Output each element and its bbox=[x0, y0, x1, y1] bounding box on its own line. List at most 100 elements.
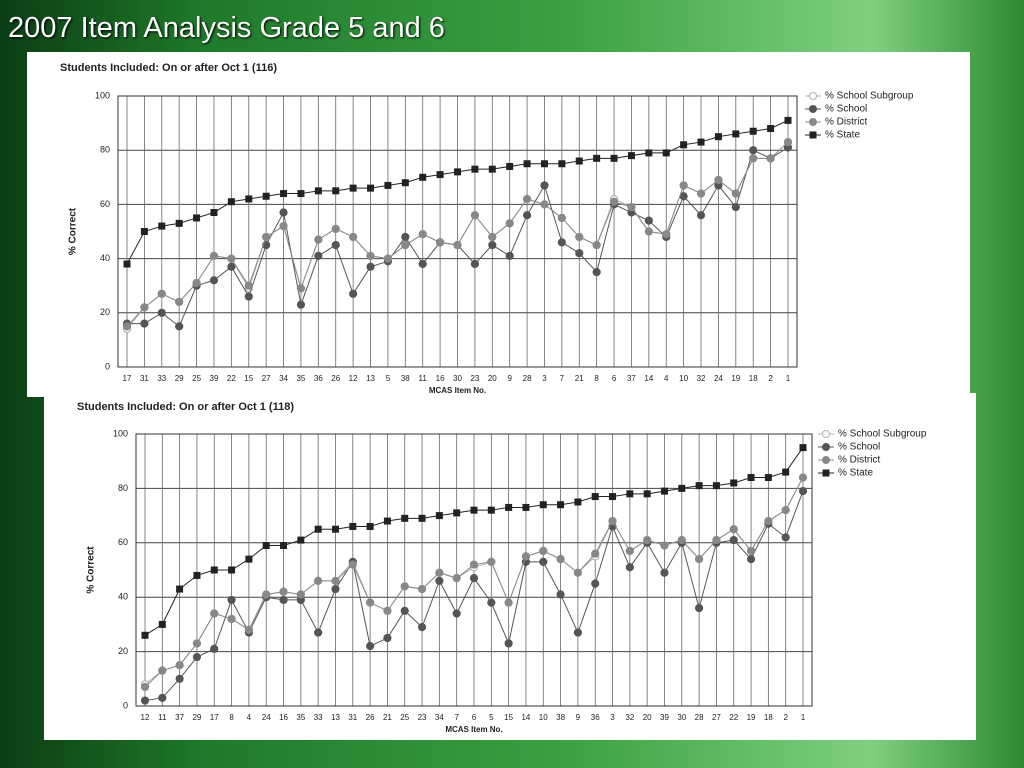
marker bbox=[228, 566, 236, 574]
marker bbox=[626, 490, 634, 498]
marker bbox=[279, 595, 288, 605]
marker bbox=[470, 211, 479, 220]
chart-title: Students Included: On or after Oct 1 (11… bbox=[60, 62, 277, 74]
x-tick-label: 21 bbox=[383, 713, 392, 722]
x-tick-label: 14 bbox=[521, 713, 530, 722]
x-tick-label: 15 bbox=[244, 374, 253, 383]
marker bbox=[731, 203, 740, 212]
marker bbox=[625, 563, 634, 572]
marker bbox=[210, 209, 218, 217]
y-tick-label: 100 bbox=[113, 428, 128, 438]
marker bbox=[452, 574, 461, 583]
x-tick-label: 39 bbox=[210, 374, 219, 383]
marker bbox=[331, 525, 339, 533]
marker bbox=[523, 160, 531, 168]
marker bbox=[798, 487, 808, 496]
marker bbox=[331, 584, 340, 594]
x-tick-label: 1 bbox=[786, 374, 791, 383]
marker bbox=[660, 568, 669, 577]
marker bbox=[539, 557, 548, 566]
marker bbox=[401, 232, 410, 242]
slide-title: 2007 Item Analysis Grade 5 and 6 bbox=[8, 12, 445, 44]
marker bbox=[488, 240, 497, 250]
marker bbox=[749, 146, 758, 155]
marker bbox=[383, 254, 393, 263]
x-tick-label: 24 bbox=[714, 374, 723, 383]
x-axis-label: MCAS Item No. bbox=[445, 725, 502, 734]
marker bbox=[799, 444, 807, 452]
marker bbox=[454, 168, 461, 176]
x-tick-label: 28 bbox=[695, 713, 704, 722]
plot-frame bbox=[117, 95, 798, 368]
marker bbox=[610, 154, 618, 162]
marker bbox=[280, 190, 288, 198]
x-tick-label: 3 bbox=[610, 713, 615, 722]
x-tick-label: 29 bbox=[175, 374, 184, 383]
marker bbox=[245, 195, 253, 203]
x-tick-label: 36 bbox=[591, 713, 600, 722]
marker bbox=[591, 579, 600, 588]
x-tick-label: 39 bbox=[660, 713, 669, 722]
marker bbox=[418, 230, 427, 239]
marker bbox=[608, 516, 617, 526]
marker bbox=[314, 235, 323, 244]
marker bbox=[712, 482, 720, 490]
marker bbox=[401, 514, 409, 522]
x-tick-label: 27 bbox=[712, 713, 721, 722]
marker bbox=[279, 208, 288, 217]
marker bbox=[521, 552, 531, 561]
marker bbox=[436, 171, 444, 179]
marker bbox=[245, 555, 253, 563]
marker bbox=[157, 308, 166, 317]
marker bbox=[487, 506, 495, 514]
marker bbox=[625, 546, 634, 556]
x-tick-label: 22 bbox=[729, 713, 738, 722]
x-tick-label: 35 bbox=[296, 713, 305, 722]
x-tick-label: 20 bbox=[488, 374, 497, 383]
marker bbox=[210, 566, 218, 574]
marker bbox=[331, 576, 340, 585]
y-axis-label: % Correct bbox=[86, 546, 97, 594]
y-tick-label: 40 bbox=[118, 592, 128, 602]
marker bbox=[262, 232, 271, 242]
marker bbox=[349, 289, 358, 298]
legend-label: % School bbox=[838, 442, 880, 453]
marker bbox=[314, 576, 323, 585]
marker bbox=[696, 189, 706, 198]
marker bbox=[609, 493, 617, 501]
x-tick-label: 29 bbox=[192, 713, 201, 722]
legend-marker bbox=[809, 131, 817, 139]
x-tick-label: 36 bbox=[314, 374, 323, 383]
x-tick-label: 34 bbox=[279, 374, 288, 383]
marker bbox=[781, 506, 790, 515]
marker bbox=[782, 468, 790, 476]
marker bbox=[297, 190, 305, 198]
marker bbox=[662, 230, 671, 239]
x-tick-label: 2 bbox=[783, 713, 788, 722]
legend-label: % School Subgroup bbox=[838, 429, 927, 440]
marker bbox=[400, 606, 409, 615]
marker bbox=[746, 546, 756, 556]
marker bbox=[227, 198, 235, 206]
x-tick-label: 10 bbox=[539, 713, 548, 722]
x-tick-label: 6 bbox=[472, 713, 477, 722]
x-tick-label: 11 bbox=[158, 713, 167, 722]
marker bbox=[209, 251, 219, 260]
x-tick-label: 30 bbox=[677, 713, 686, 722]
chart: Students Included: On or after Oct 1 (11… bbox=[27, 52, 970, 397]
x-tick-label: 16 bbox=[436, 374, 445, 383]
marker bbox=[575, 157, 583, 165]
marker bbox=[767, 125, 775, 133]
marker bbox=[470, 259, 479, 269]
marker bbox=[366, 598, 375, 607]
y-tick-label: 80 bbox=[100, 145, 110, 155]
marker bbox=[798, 473, 808, 482]
marker bbox=[366, 642, 375, 651]
marker bbox=[488, 165, 496, 173]
marker bbox=[367, 184, 375, 192]
marker bbox=[747, 474, 755, 482]
x-tick-label: 22 bbox=[227, 374, 236, 383]
marker bbox=[296, 590, 305, 599]
x-tick-label: 12 bbox=[349, 374, 358, 383]
marker bbox=[176, 585, 184, 593]
